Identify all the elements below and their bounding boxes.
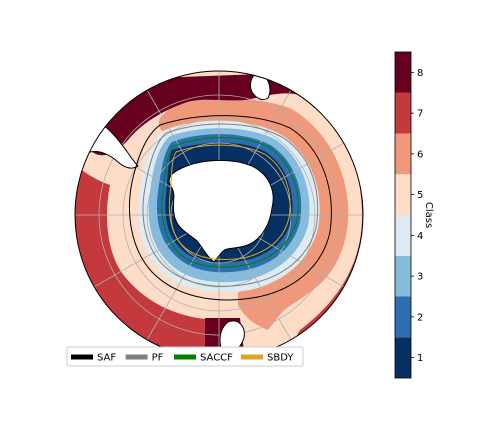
fronts-legend: SAF PF SACCF SBDY [66,346,304,367]
front-sbdy [168,144,291,260]
colorbar-swatch-class-8 [395,52,411,93]
colorbar-frame [394,51,412,379]
colorbar-tick-label: 7 [417,109,423,120]
front-saccf [161,137,299,268]
legend-label-pf: PF [152,353,164,364]
front-saf [129,115,332,301]
legend-label-saf: SAF [97,353,116,364]
colorbar-swatch-class-3 [395,255,411,297]
colorbar-label: Class [423,202,434,228]
colorbar-swatch-class-5 [395,174,411,215]
legend-swatch-saccf [174,354,196,360]
colorbar-swatch-class-2 [395,296,411,338]
colorbar-tick-label: 1 [417,353,423,364]
front-pf [142,123,319,287]
colorbar-tick-label: 2 [417,312,423,323]
colorbar-swatch-class-4 [395,215,411,256]
colorbar-swatch-class-6 [395,133,411,175]
antarctica-land [168,159,274,263]
legend-swatch-pf [125,354,148,360]
colorbar-swatch-class-7 [395,92,411,134]
legend-label-saccf: SACCF [200,353,233,364]
colorbar-tick-label: 8 [417,68,423,79]
colorbar-tick-label: 3 [417,272,423,283]
polar-map [74,70,364,360]
colorbar-tick-label: 4 [417,231,423,242]
colorbar: 1 2 3 4 5 6 7 8 Class [394,51,434,379]
legend-swatch-saf [71,354,93,360]
legend-label-sbdy: SBDY [267,353,294,364]
colorbar-tick-label: 5 [417,190,423,201]
colorbar-swatch-class-1 [395,337,411,378]
legend-swatch-sbdy [241,354,263,360]
colorbar-tick-label: 6 [417,149,423,160]
class-field [75,71,363,359]
